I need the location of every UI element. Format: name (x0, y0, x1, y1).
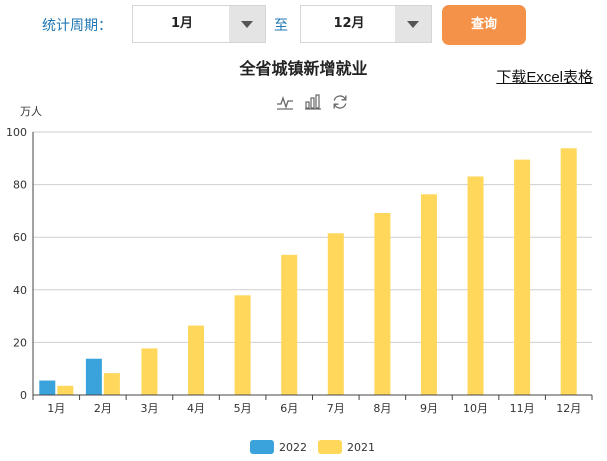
bar-2022 (39, 380, 56, 395)
bar-2021 (103, 373, 120, 395)
x-tick-label: 6月 (280, 402, 298, 415)
bar-2021 (514, 159, 531, 395)
legend-label-2021: 2021 (347, 441, 375, 454)
chevron-down-icon[interactable] (395, 6, 431, 42)
legend-swatch-2022 (250, 440, 274, 454)
x-tick-label: 3月 (140, 402, 158, 415)
y-tick-label: 100 (6, 126, 27, 139)
bar-2021 (234, 295, 251, 395)
chart-toolbox (276, 93, 356, 111)
bar-2021 (374, 213, 391, 395)
query-button[interactable]: 查询 (442, 5, 526, 45)
x-tick-label: 8月 (373, 402, 391, 415)
y-tick-label: 0 (20, 389, 27, 402)
bar-2021 (560, 148, 577, 395)
start-month-value: 1月 (170, 16, 194, 31)
bar-2021 (141, 348, 158, 395)
x-tick-label: 1月 (47, 402, 65, 415)
bar-2021 (57, 385, 74, 395)
y-tick-label: 20 (13, 336, 27, 349)
y-axis-unit: 万人 (20, 105, 42, 118)
y-tick-label: 80 (13, 179, 27, 192)
x-tick-label: 4月 (187, 402, 205, 415)
chevron-down-icon[interactable] (229, 6, 265, 42)
x-tick-label: 7月 (327, 402, 345, 415)
x-tick-label: 11月 (510, 402, 535, 415)
bar-2022 (85, 358, 102, 395)
y-tick-label: 40 (13, 284, 27, 297)
x-tick-label: 10月 (463, 402, 488, 415)
x-tick-label: 9月 (420, 402, 438, 415)
legend-swatch-2021 (318, 440, 342, 454)
bar-2021 (188, 325, 205, 395)
period-label: 统计周期： (42, 18, 112, 34)
download-excel-link[interactable]: 下载Excel表格 (496, 69, 593, 86)
end-month-select[interactable]: 12月 (300, 5, 432, 43)
refresh-icon[interactable] (331, 93, 349, 111)
bar-2021 (467, 176, 484, 395)
bar-2021 (327, 233, 344, 395)
end-month-value: 12月 (333, 16, 365, 31)
line-chart-icon[interactable] (276, 93, 294, 111)
bar-2021 (420, 194, 437, 395)
chart-title: 全省城镇新增就业 (239, 59, 368, 78)
x-tick-label: 12月 (556, 402, 581, 415)
bar-2021 (281, 254, 298, 395)
start-month-select[interactable]: 1月 (132, 5, 266, 43)
to-label: 至 (274, 18, 288, 34)
y-tick-label: 60 (13, 231, 27, 244)
bar-chart-icon[interactable] (304, 93, 322, 111)
x-tick-label: 5月 (234, 402, 252, 415)
x-tick-label: 2月 (94, 402, 112, 415)
legend-label-2022: 2022 (279, 441, 307, 454)
